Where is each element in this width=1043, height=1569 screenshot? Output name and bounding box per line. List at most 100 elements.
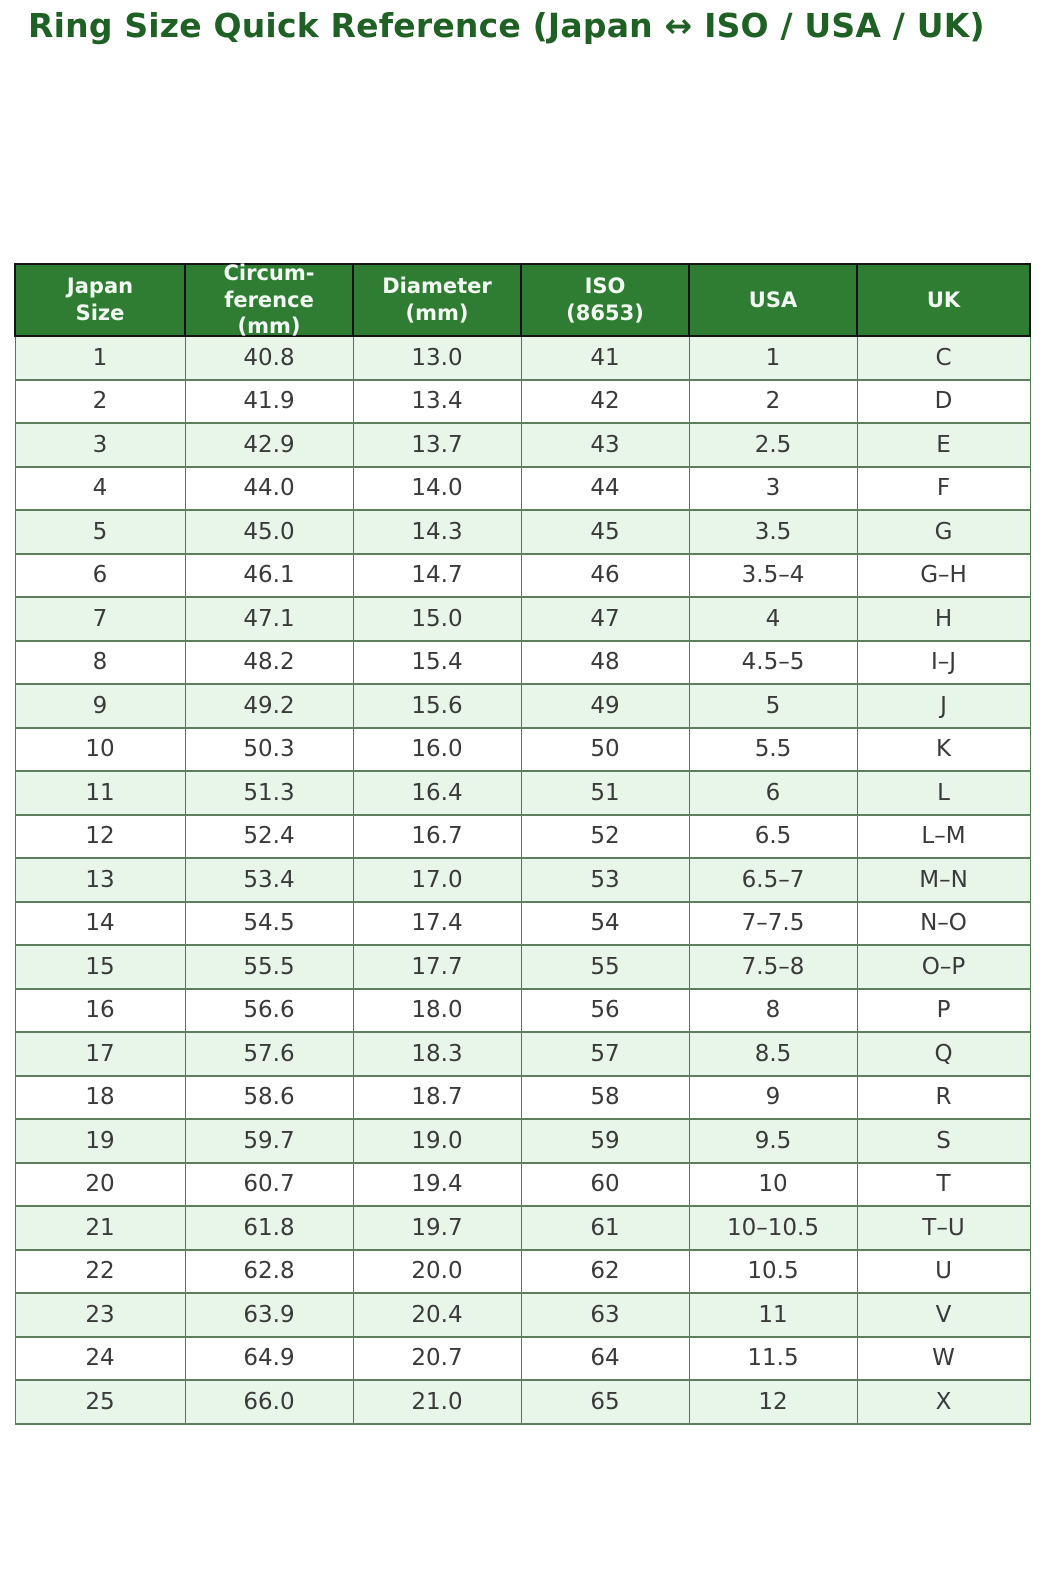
cell-iso-8653: 49: [520, 683, 690, 729]
table-body: 1 40.8 13.0 41 1 C 2 41.9 13.4 42 2 D 3 42.9 13.7 43 2.5…: [14, 335, 1031, 1425]
table-row: 5 45.0 14.3 45 3.5 G: [14, 509, 1031, 555]
cell-diameter-mm: 13.4: [352, 378, 522, 424]
cell-japan-size: 25: [14, 1379, 186, 1425]
cell-uk: M–N: [856, 857, 1031, 903]
cell-uk: V: [856, 1292, 1031, 1338]
cell-diameter-mm: 13.7: [352, 422, 522, 468]
cell-japan-size: 12: [14, 813, 186, 859]
cell-diameter-mm: 17.4: [352, 900, 522, 946]
cell-iso-8653: 46: [520, 552, 690, 598]
cell-iso-8653: 56: [520, 987, 690, 1033]
cell-japan-size: 14: [14, 900, 186, 946]
cell-uk: Q: [856, 1031, 1031, 1077]
table-row: 2 41.9 13.4 42 2 D: [14, 378, 1031, 424]
cell-usa: 10.5: [688, 1248, 858, 1294]
cell-diameter-mm: 20.7: [352, 1335, 522, 1381]
cell-uk: X: [856, 1379, 1031, 1425]
cell-circumference-mm: 48.2: [184, 639, 354, 685]
table-row: 19 59.7 19.0 59 9.5 S: [14, 1118, 1031, 1164]
cell-diameter-mm: 15.0: [352, 596, 522, 642]
cell-diameter-mm: 14.3: [352, 509, 522, 555]
cell-japan-size: 3: [14, 422, 186, 468]
cell-japan-size: 24: [14, 1335, 186, 1381]
cell-usa: 4.5–5: [688, 639, 858, 685]
cell-diameter-mm: 19.0: [352, 1118, 522, 1164]
header-label-japan-size: Japan Size: [66, 274, 134, 325]
table-row: 8 48.2 15.4 48 4.5–5 I–J: [14, 639, 1031, 685]
cell-usa: 1: [688, 335, 858, 381]
cell-iso-8653: 47: [520, 596, 690, 642]
cell-circumference-mm: 66.0: [184, 1379, 354, 1425]
cell-iso-8653: 55: [520, 944, 690, 990]
table-row: 18 58.6 18.7 58 9 R: [14, 1074, 1031, 1120]
table-row: 14 54.5 17.4 54 7–7.5 N–O: [14, 900, 1031, 946]
cell-usa: 12: [688, 1379, 858, 1425]
cell-iso-8653: 61: [520, 1205, 690, 1251]
table-row: 21 61.8 19.7 61 10–10.5 T–U: [14, 1205, 1031, 1251]
cell-diameter-mm: 20.0: [352, 1248, 522, 1294]
cell-uk: C: [856, 335, 1031, 381]
cell-usa: 8.5: [688, 1031, 858, 1077]
cell-diameter-mm: 18.3: [352, 1031, 522, 1077]
cell-circumference-mm: 49.2: [184, 683, 354, 729]
table-row: 11 51.3 16.4 51 6 L: [14, 770, 1031, 816]
cell-uk: I–J: [856, 639, 1031, 685]
cell-usa: 7.5–8: [688, 944, 858, 990]
header-label-uk: UK: [926, 287, 961, 312]
header-cell-usa: USA: [688, 263, 858, 337]
cell-iso-8653: 64: [520, 1335, 690, 1381]
cell-japan-size: 20: [14, 1161, 186, 1207]
table-row: 13 53.4 17.0 53 6.5–7 M–N: [14, 857, 1031, 903]
cell-uk: P: [856, 987, 1031, 1033]
header-cell-circumference-mm: Circum- ference (mm): [184, 261, 354, 338]
cell-circumference-mm: 56.6: [184, 987, 354, 1033]
cell-usa: 2.5: [688, 422, 858, 468]
cell-usa: 3: [688, 465, 858, 511]
table-row: 24 64.9 20.7 64 11.5 W: [14, 1335, 1031, 1381]
cell-usa: 2: [688, 378, 858, 424]
cell-iso-8653: 51: [520, 770, 690, 816]
cell-diameter-mm: 18.7: [352, 1074, 522, 1120]
cell-uk: O–P: [856, 944, 1031, 990]
cell-japan-size: 7: [14, 596, 186, 642]
cell-diameter-mm: 19.7: [352, 1205, 522, 1251]
cell-iso-8653: 43: [520, 422, 690, 468]
cell-uk: T: [856, 1161, 1031, 1207]
cell-uk: N–O: [856, 900, 1031, 946]
cell-uk: W: [856, 1335, 1031, 1381]
table-row: 3 42.9 13.7 43 2.5 E: [14, 422, 1031, 468]
cell-circumference-mm: 60.7: [184, 1161, 354, 1207]
header-cell-iso-8653: ISO (8653): [520, 263, 690, 337]
cell-uk: L: [856, 770, 1031, 816]
cell-circumference-mm: 64.9: [184, 1335, 354, 1381]
table-row: 12 52.4 16.7 52 6.5 L–M: [14, 813, 1031, 859]
cell-japan-size: 18: [14, 1074, 186, 1120]
cell-circumference-mm: 47.1: [184, 596, 354, 642]
table-row: 17 57.6 18.3 57 8.5 Q: [14, 1031, 1031, 1077]
cell-circumference-mm: 51.3: [184, 770, 354, 816]
cell-usa: 11.5: [688, 1335, 858, 1381]
cell-usa: 6: [688, 770, 858, 816]
table-row: 1 40.8 13.0 41 1 C: [14, 335, 1031, 381]
cell-circumference-mm: 61.8: [184, 1205, 354, 1251]
header-label-diameter-mm: Diameter (mm): [382, 274, 492, 325]
cell-uk: G: [856, 509, 1031, 555]
header-cell-uk: UK: [856, 263, 1031, 337]
cell-uk: H: [856, 596, 1031, 642]
cell-diameter-mm: 21.0: [352, 1379, 522, 1425]
cell-usa: 10–10.5: [688, 1205, 858, 1251]
cell-circumference-mm: 42.9: [184, 422, 354, 468]
cell-circumference-mm: 52.4: [184, 813, 354, 859]
cell-circumference-mm: 63.9: [184, 1292, 354, 1338]
cell-diameter-mm: 17.7: [352, 944, 522, 990]
cell-usa: 4: [688, 596, 858, 642]
cell-usa: 8: [688, 987, 858, 1033]
page-title: Ring Size Quick Reference (Japan ↔ ISO /…: [28, 6, 985, 45]
cell-japan-size: 13: [14, 857, 186, 903]
cell-usa: 6.5: [688, 813, 858, 859]
cell-diameter-mm: 19.4: [352, 1161, 522, 1207]
cell-usa: 5.5: [688, 726, 858, 772]
cell-diameter-mm: 16.7: [352, 813, 522, 859]
cell-uk: D: [856, 378, 1031, 424]
cell-uk: E: [856, 422, 1031, 468]
